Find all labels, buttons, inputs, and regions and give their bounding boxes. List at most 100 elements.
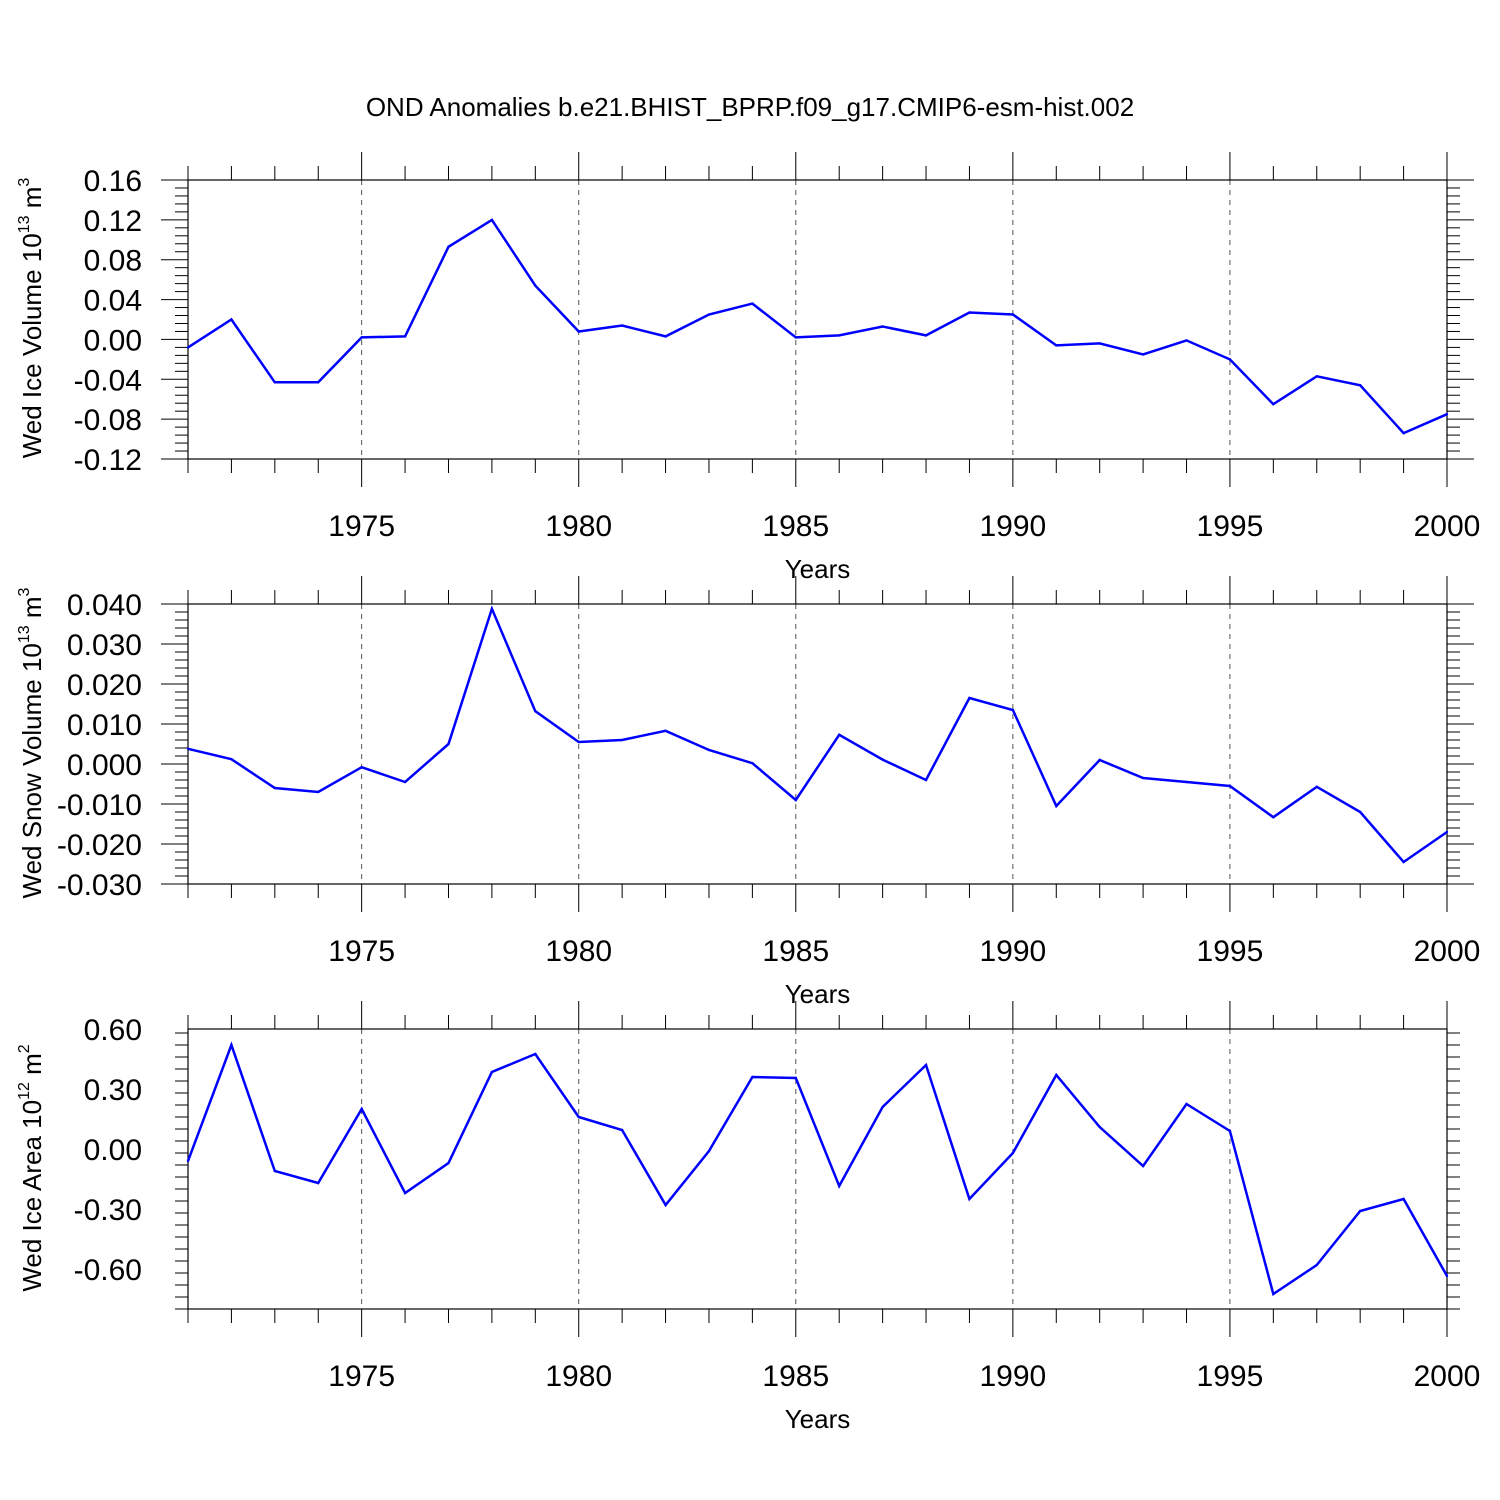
y-tick-label: -0.08 [74, 404, 142, 437]
y-tick-label: -0.04 [74, 364, 142, 397]
data-point [707, 313, 711, 316]
x-tick-label: 2000 [1414, 935, 1481, 968]
data-point [1358, 1209, 1362, 1213]
x-axis-title: Years [785, 554, 851, 584]
data-point [186, 747, 190, 750]
y-tick-label: 0.040 [67, 589, 142, 622]
data-point [273, 1169, 277, 1173]
y-axis-title-text: m [17, 596, 47, 625]
y-tick-label: 0.12 [84, 205, 142, 238]
y-axis-title: Wed Snow Volume 1013 m3 [16, 587, 47, 898]
data-point [1228, 784, 1232, 788]
data-point [534, 284, 537, 287]
data-point [838, 334, 841, 337]
x-tick-label: 1995 [1197, 935, 1264, 968]
data-point [534, 710, 537, 713]
data-point [1228, 1129, 1232, 1133]
x-tick-label: 1990 [979, 510, 1046, 543]
data-point [838, 733, 841, 736]
y-tick-label: -0.010 [57, 789, 142, 822]
y-tick-label: -0.30 [74, 1194, 142, 1227]
data-point [577, 330, 580, 333]
data-point [1445, 412, 1449, 416]
data-point [490, 607, 494, 610]
data-point [1315, 1263, 1318, 1267]
y-tick-label: -0.030 [57, 869, 142, 902]
data-point [1141, 353, 1145, 356]
panel-2: -0.030 -0.020 -0.010 0.000 0.010 0.020 0.030 0.… [16, 576, 1480, 1009]
data-point [1185, 339, 1188, 342]
data-point [1185, 780, 1188, 784]
data-point [403, 1191, 407, 1195]
data-point [1011, 1151, 1015, 1155]
data-point [447, 742, 450, 746]
x-tick-label: 1975 [328, 1360, 395, 1393]
y-axis-title: Wed Ice Volume 1013 m3 [16, 178, 47, 459]
y-axis-title-text: Wed Ice Volume 10 [17, 233, 47, 458]
data-point [664, 1203, 667, 1207]
data-point [490, 218, 494, 222]
data-point [1055, 1073, 1058, 1077]
data-point [881, 325, 884, 328]
data-point [1055, 344, 1058, 347]
data-point [794, 1076, 797, 1080]
y-tick-label: -0.12 [74, 444, 142, 477]
data-point [1098, 1125, 1101, 1129]
y-tick-label: -0.020 [57, 829, 142, 862]
data-point [230, 758, 233, 761]
x-tick-label: 1975 [328, 935, 395, 968]
data-point [707, 1149, 711, 1153]
x-tick-label: 1995 [1197, 510, 1264, 543]
x-tick-label: 1985 [762, 1360, 829, 1393]
data-point [707, 748, 711, 752]
x-tick-label: 1985 [762, 935, 829, 968]
data-point [1141, 776, 1145, 780]
x-tick-label: 1980 [545, 510, 612, 543]
data-point [794, 336, 797, 339]
data-point [1402, 1197, 1405, 1201]
x-tick-label: 1985 [762, 510, 829, 543]
y-axis-title-text: m [17, 187, 47, 216]
data-point [1011, 708, 1015, 712]
data-point [317, 790, 320, 794]
data-point [360, 766, 363, 769]
plot-frame [187, 179, 1448, 460]
data-point [968, 1197, 971, 1201]
data-point [664, 729, 667, 732]
y-axis-title-superscript: 13 [16, 215, 33, 233]
data-point [447, 1161, 450, 1165]
y-tick-label: 0.00 [84, 324, 142, 357]
x-tick-label: 1980 [545, 1360, 612, 1393]
data-point [751, 762, 754, 765]
chart-title: OND Anomalies b.e21.BHIST_BPRP.f09_g17.C… [366, 92, 1134, 122]
data-point [924, 334, 928, 337]
data-point [1228, 358, 1232, 361]
data-point [620, 738, 624, 742]
data-point [620, 324, 624, 327]
x-tick-label: 2000 [1414, 510, 1481, 543]
data-point [1272, 816, 1275, 819]
x-tick-label: 1990 [979, 1360, 1046, 1393]
data-point [360, 336, 363, 339]
data-point [1445, 1274, 1449, 1278]
y-tick-label: 0.010 [67, 709, 142, 742]
data-point [360, 1107, 363, 1111]
data-point [273, 786, 277, 790]
y-tick-label: -0.60 [74, 1254, 142, 1287]
series-line [187, 218, 1448, 435]
svg-text:Wed Ice Volume 1013 m3: Wed Ice Volume 1013 m3 [16, 178, 47, 459]
data-point [447, 245, 450, 248]
data-point [230, 318, 233, 321]
panel-1: -0.12 -0.08 -0.04 0.00 0.04 0.08 0.12 0.16 1975 1… [16, 152, 1480, 584]
data-point [403, 335, 407, 338]
data-point [620, 1128, 624, 1132]
data-point [403, 780, 407, 784]
data-point [751, 302, 754, 305]
y-tick-label: 0.30 [84, 1074, 142, 1107]
data-point [534, 1052, 537, 1056]
data-point [1358, 810, 1362, 814]
x-axis-title: Years [785, 1404, 851, 1434]
data-point [1098, 758, 1101, 762]
data-point [751, 1075, 754, 1079]
